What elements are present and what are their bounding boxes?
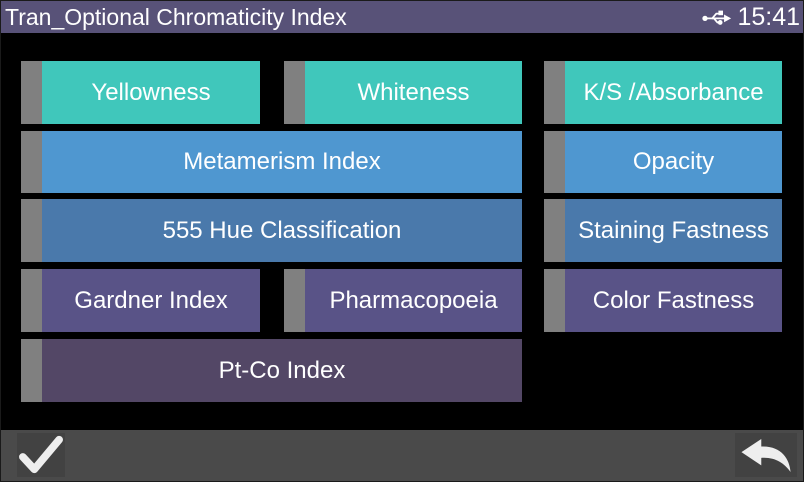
button-staining-fastness[interactable]: Staining Fastness [544,199,782,262]
button-label: K/S /Absorbance [583,78,764,106]
confirm-button[interactable] [17,433,65,477]
back-button[interactable] [735,433,797,477]
button-label: Metamerism Index [183,148,381,175]
checkmark-icon [18,434,64,476]
button-label: Opacity [632,148,715,175]
button-yellowness[interactable]: Yellowness [21,61,260,124]
button-label: 555 Hue Classification [162,216,402,244]
usb-icon [702,8,732,27]
page-title: Tran_Optional Chromaticity Index [5,4,347,30]
footer-bar [1,430,803,481]
title-bar: Tran_Optional Chromaticity Index 15:41 [1,1,803,33]
button-label: Gardner Index [74,286,228,314]
button-label: Pt-Co Index [218,356,346,384]
button-label: Staining Fastness [578,216,769,244]
button-whiteness[interactable]: Whiteness [284,61,522,124]
button-pt-co-index[interactable]: Pt-Co Index [21,339,522,402]
button-label: Whiteness [357,78,470,106]
button-pharmacopoeia[interactable]: Pharmacopoeia [284,269,522,332]
button-metamerism-index[interactable]: Metamerism Index [21,131,522,193]
button-label: Color Fastness [592,286,755,314]
button-opacity[interactable]: Opacity [544,131,782,193]
button-gardner-index[interactable]: Gardner Index [21,269,260,332]
clock-time: 15:41 [737,2,800,31]
button-label: Pharmacopoeia [329,286,498,314]
button-color-fastness[interactable]: Color Fastness [544,269,782,332]
button-ks-absorbance[interactable]: K/S /Absorbance [544,61,782,124]
button-555-hue-classification[interactable]: 555 Hue Classification [21,199,522,262]
button-label: Yellowness [91,78,211,106]
back-arrow-icon [738,438,794,472]
